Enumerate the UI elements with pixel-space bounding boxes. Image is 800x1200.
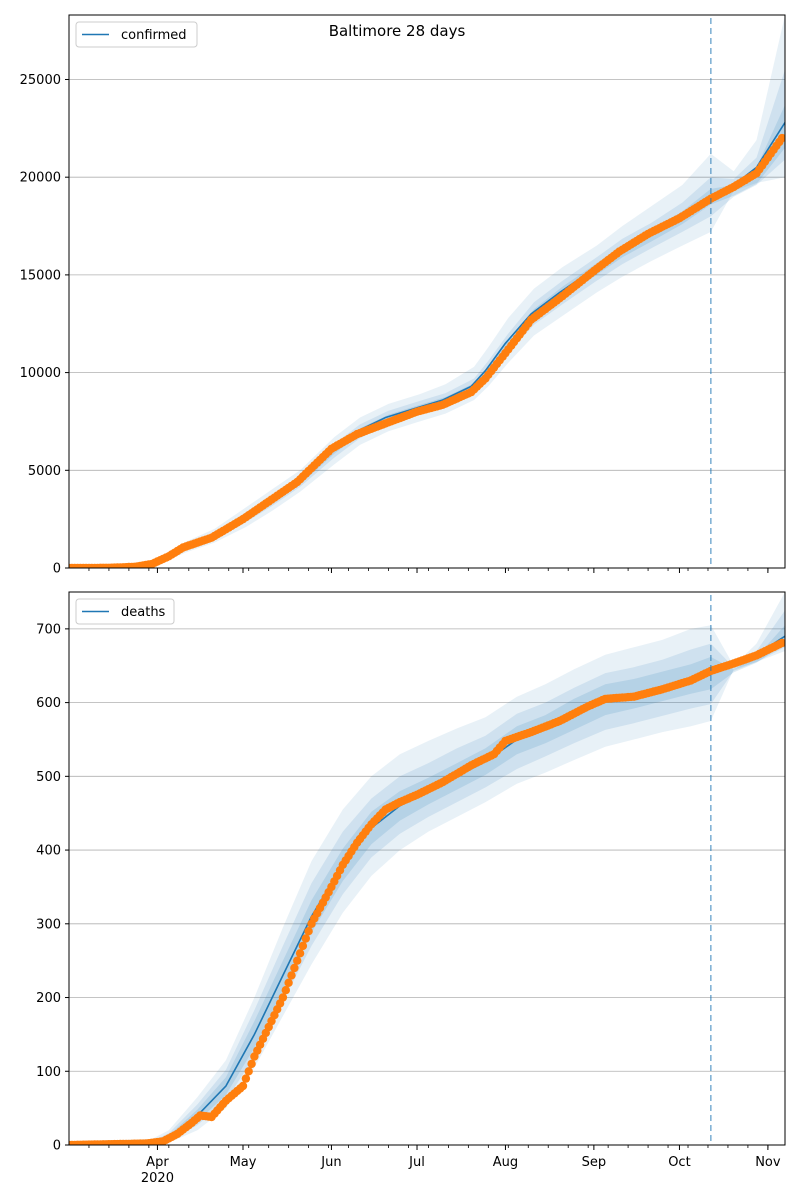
observed-point: [290, 963, 299, 973]
x-tick-label: Jul: [408, 1155, 425, 1170]
y-tick-label: 200: [36, 991, 61, 1006]
y-tick-label: 100: [36, 1065, 61, 1080]
y-tick-label: 700: [36, 622, 61, 637]
legend: deaths: [75, 598, 175, 625]
observed-point: [284, 978, 293, 987]
observed-point: [241, 1074, 251, 1083]
confidence-band: [69, 104, 785, 568]
confirmed-panel: 0 5000 10000 15000 20000 25000 confirmed: [20, 14, 786, 577]
plot-area: [69, 592, 785, 1145]
y-tick-label: 15000: [20, 268, 61, 283]
observed-point: [281, 986, 290, 995]
x-tick-label: May: [230, 1155, 257, 1170]
legend-box: [75, 598, 175, 625]
plot-area: [69, 15, 785, 568]
confidence-band: [69, 15, 785, 568]
observed-point: [238, 1081, 248, 1091]
observed-point: [298, 941, 308, 951]
confidence-band: [69, 69, 785, 568]
y-tick-label: 0: [53, 562, 61, 577]
figure-title: Baltimore 28 days: [329, 22, 466, 40]
observed-point: [777, 638, 785, 648]
x-tick-label: Sep: [582, 1155, 607, 1170]
observed-point: [247, 1059, 256, 1069]
y-tick-label: 25000: [20, 73, 61, 88]
confidence-band: [69, 592, 785, 1145]
observed-point: [244, 1067, 253, 1076]
observed-point: [301, 934, 310, 943]
y-tick-label: 0: [53, 1139, 61, 1154]
x-tick-label: Apr: [146, 1155, 169, 1170]
x-year-label: 2020: [141, 1171, 174, 1186]
observed-point: [777, 133, 785, 143]
x-tick-label: Jun: [320, 1155, 341, 1170]
y-tick-label: 400: [36, 844, 61, 859]
observed-point: [293, 956, 302, 965]
observed-point: [278, 993, 288, 1002]
y-tick-label: 300: [36, 917, 61, 932]
y-tick-label: 600: [36, 696, 61, 711]
observed-point: [304, 927, 313, 936]
x-tick-label: Nov: [755, 1155, 781, 1170]
legend-label: confirmed: [121, 28, 187, 43]
y-tick-label: 10000: [20, 366, 61, 381]
x-tick-label: Aug: [493, 1155, 518, 1170]
confidence-band: [69, 625, 785, 1145]
y-tick-label: 5000: [28, 464, 61, 479]
legend: confirmed: [75, 21, 198, 48]
legend-label: deaths: [121, 605, 166, 620]
observed-point: [287, 971, 296, 980]
axes-frame: [68, 591, 786, 1146]
legend-box: [75, 21, 198, 48]
deaths-panel: 0 100 200 300 400 500 600 700 Apr May Jun Jul Aug Sep…: [36, 591, 786, 1186]
y-tick-label: 500: [36, 770, 61, 785]
y-tick-label: 20000: [20, 171, 61, 186]
axes-frame: [68, 14, 786, 569]
observed-point: [295, 949, 305, 958]
x-tick-label: Oct: [668, 1155, 690, 1170]
confidence-band: [69, 610, 785, 1145]
